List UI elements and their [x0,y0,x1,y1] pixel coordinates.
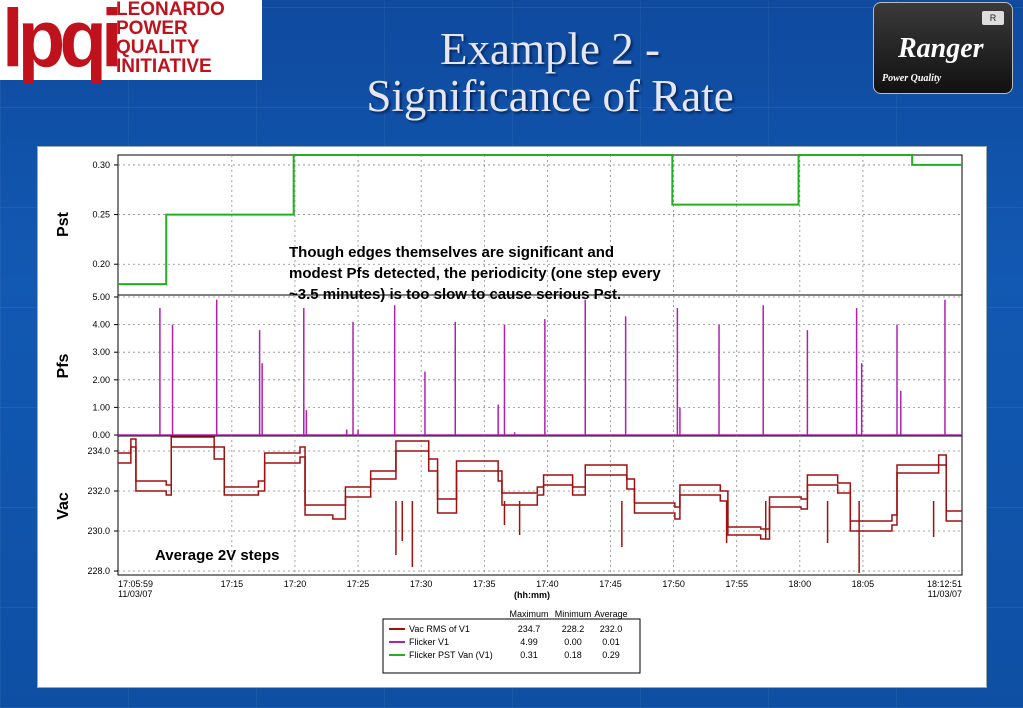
ranger-logo-subtitle: Power Quality [882,73,942,84]
legend-avg: 0.01 [602,637,620,647]
chart-panel: 17:15 17:20 17:25 17:30 17:35 17:40 17:45 17:50… [37,146,987,688]
y-tick-label: 5.00 [92,292,110,302]
legend-series-name: Flicker V1 [409,637,449,647]
logo-line-1: LEONARDO [116,0,225,20]
y-tick-label: 234.0 [87,446,110,456]
y-axis-label: Pfs [55,353,72,378]
y-tick-label: 230.0 [87,526,110,536]
y-tick-label: 0.25 [92,210,110,220]
x-tick-label: 17:55 [725,579,748,589]
legend-avg: 232.0 [600,624,623,634]
x-tick-label: 17:35 [473,579,496,589]
legend-series-name: Flicker PST Van (V1) [409,650,493,660]
x-end-date: 11/03/07 [928,589,962,599]
legend-min: 0.18 [564,650,582,660]
y-tick-label: 228.0 [87,566,110,576]
legend-header: Maximum [509,609,548,619]
title-line-2: Significance of Rate [366,71,734,121]
vac-series-min-line [118,446,962,540]
ranger-logo-name: Ranger [898,33,984,64]
legend-header: Average [594,609,627,619]
x-tick-label: 17:25 [347,579,370,589]
lpqi-logo-lines: LEONARDO POWER QUALITY INITIATIVE [116,0,225,76]
lpqi-logo: lpqi LEONARDO POWER QUALITY INITIATIVE [0,0,262,80]
y-tick-label: 1.00 [92,402,110,412]
annotation-line-3: ~3.5 minutes) is too slow to cause serio… [289,286,621,303]
y-tick-label: 2.00 [92,375,110,385]
x-tick-label: 17:20 [284,579,307,589]
legend-max: 234.7 [518,624,541,634]
annotation-line-1: Though edges themselves are significant … [289,244,614,261]
legend-max: 0.31 [520,650,538,660]
logo-line-4: INITIATIVE [116,56,212,77]
x-start-time: 17:05:59 [118,579,153,589]
plot-area [117,154,963,576]
x-start-date: 11/03/07 [118,589,152,599]
x-tick-label: 17:15 [221,579,244,589]
legend-box [382,618,641,674]
lpqi-logo-mark: lpqi [2,0,123,85]
legend-avg: 0.29 [602,650,620,660]
x-end-time: 18:12:51 [927,579,962,589]
slide-title: Example 2 - Significance of Rate [280,26,820,120]
registered-mark-icon: R [982,11,1004,25]
legend-series-name: Vac RMS of V1 [409,624,470,634]
legend-header: Minimum [555,609,592,619]
x-axis-label: (hh:mm) [514,590,550,600]
logo-line-3: QUALITY [116,37,200,58]
x-tick-label: 17:40 [536,579,559,589]
legend-max: 4.99 [520,637,538,647]
y-tick-label: 0.00 [92,430,110,440]
y-axis-label: Pst [55,211,72,237]
y-tick-label: 3.00 [92,347,110,357]
annotation-steps: Average 2V steps [155,547,280,564]
pst-series-line [118,154,962,286]
vac-series-max-line [118,436,962,530]
legend-min: 0.00 [564,637,582,647]
y-tick-label: 232.0 [87,486,110,496]
x-tick-label: 18:05 [852,579,875,589]
x-tick-label: 17:30 [410,579,433,589]
x-tick-label: 17:45 [599,579,622,589]
legend-min: 228.2 [562,624,585,634]
title-line-1: Example 2 - [440,24,660,74]
annotation-line-2: modest Pfs detected, the periodicity (on… [289,265,661,282]
y-tick-label: 0.20 [92,259,110,269]
x-tick-label: 17:50 [662,579,685,589]
y-tick-label: 4.00 [92,320,110,330]
x-tick-label: 18:00 [789,579,812,589]
y-tick-label: 0.30 [92,160,110,170]
ranger-logo: R Ranger Power Quality [873,2,1013,94]
logo-line-2: POWER [116,18,188,39]
flicker-chart: 17:15 17:20 17:25 17:30 17:35 17:40 17:45 17:50… [55,154,963,674]
y-axis-label: Vac [55,492,72,520]
